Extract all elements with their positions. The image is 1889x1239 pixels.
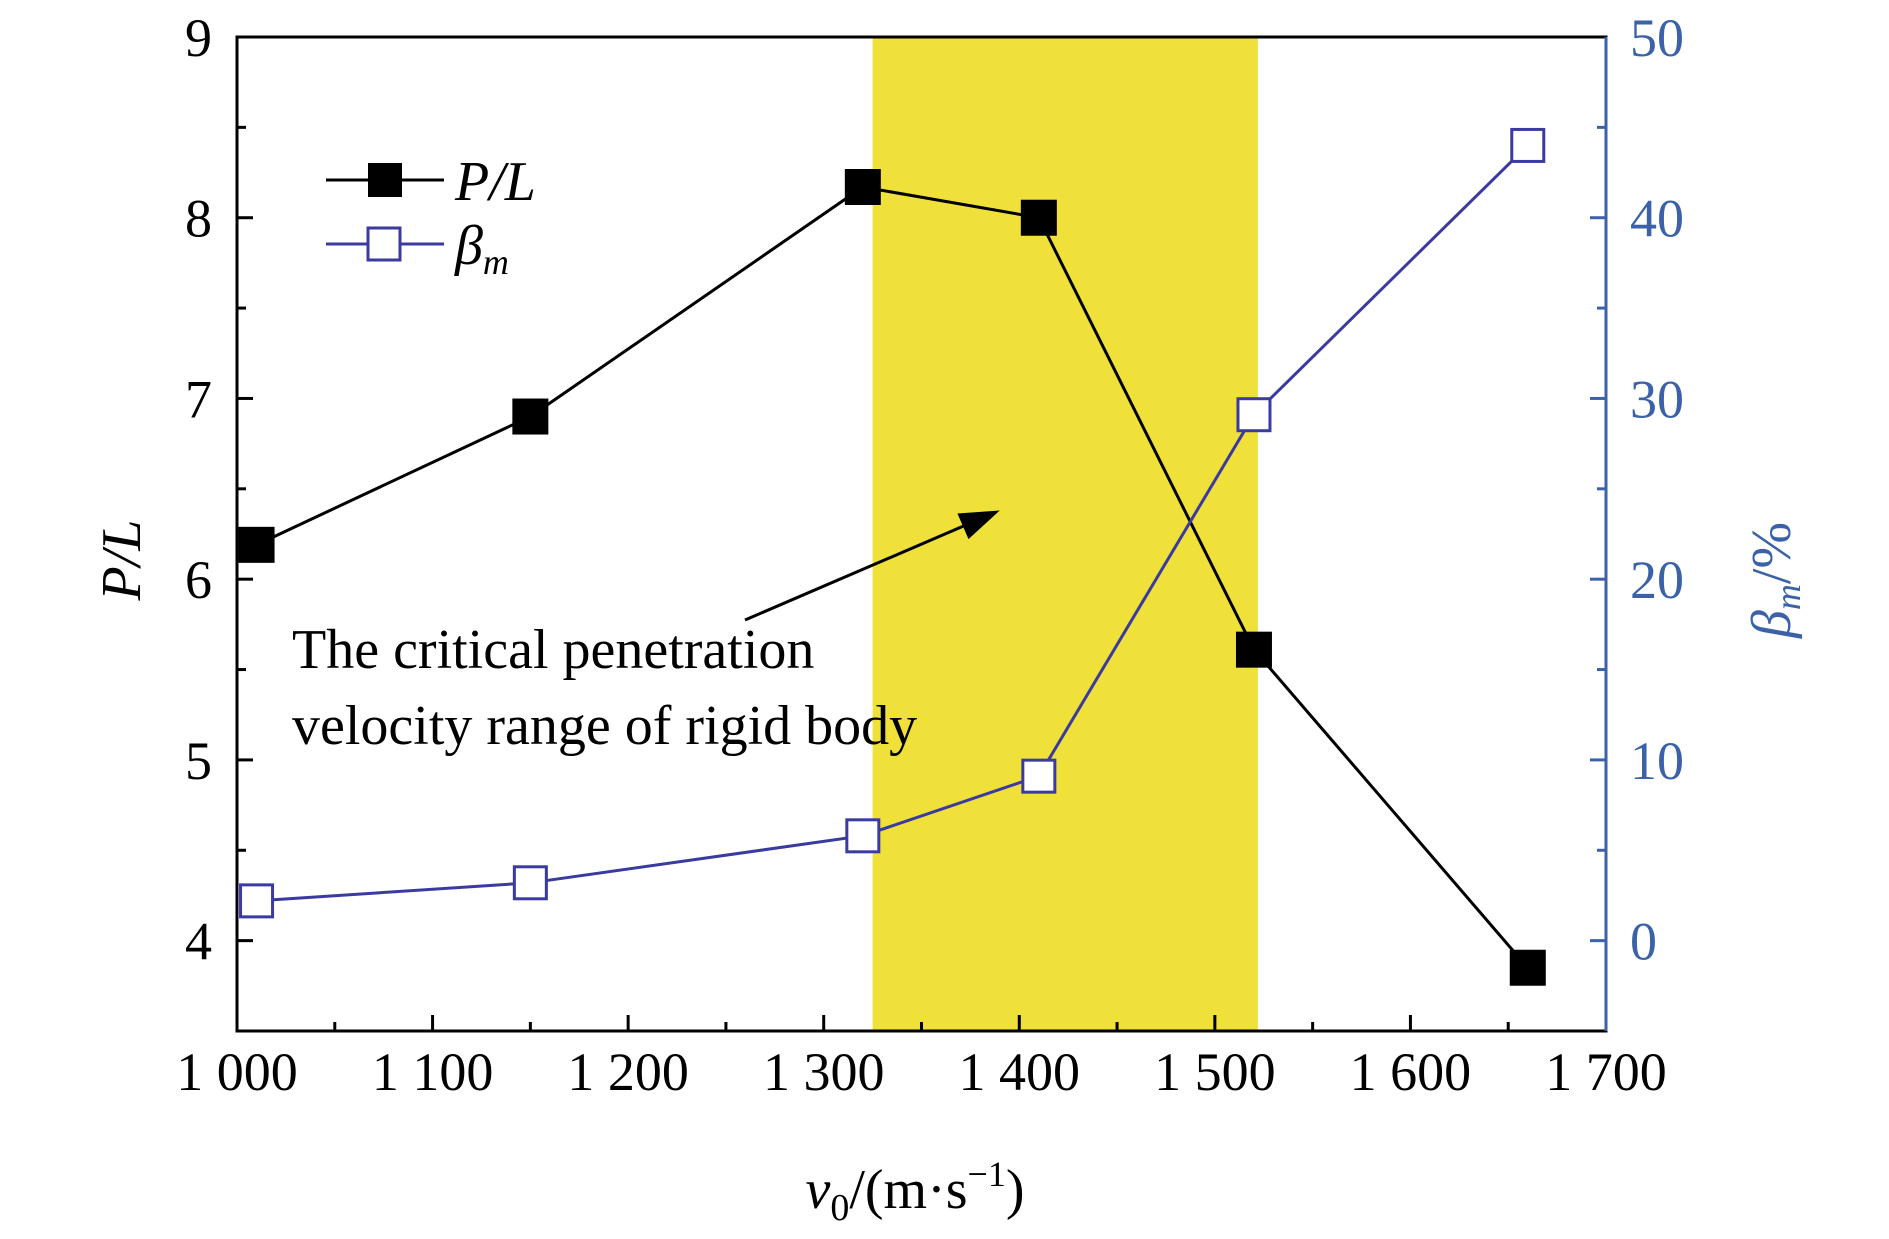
x-tick-label: 1 400 [959, 1042, 1081, 1102]
series-0-point [512, 398, 549, 435]
annotation-line-2: velocity range of rigid body [292, 695, 917, 757]
y-left-axis-title: P/L [91, 520, 153, 602]
annotation-arrow-shaft [744, 524, 964, 622]
x-tick-label: 1 200 [567, 1042, 689, 1102]
series-layer [238, 127, 1546, 986]
y-right-tick-label: 10 [1630, 731, 1684, 791]
annotation: The critical penetration velocity range … [292, 510, 1000, 757]
x-tick-label: 1 000 [176, 1042, 298, 1102]
series-1-point [239, 883, 275, 919]
y-left-tick-label: 8 [185, 189, 212, 249]
legend-label-beta-sub: m [483, 242, 509, 282]
legend-label-beta: βm [454, 215, 509, 282]
y-left-tick-label: 7 [185, 369, 212, 429]
y-right-axis-title: βm/% [1741, 522, 1808, 639]
x-tick-label: 1 100 [372, 1042, 494, 1102]
x-axis-title: v0/(m·s−1) [805, 1154, 1024, 1229]
y-left-tick-label: 5 [185, 731, 212, 791]
y-left-tick-label: 4 [185, 912, 212, 972]
x-tick-label: 1 600 [1350, 1042, 1472, 1102]
legend: P/L βm [326, 151, 536, 282]
y-left-tick-label: 9 [185, 8, 212, 68]
y-right-tick-label: 20 [1630, 550, 1684, 610]
legend-marker-beta [366, 226, 402, 262]
series-0-point [1235, 631, 1272, 668]
y-right-tick-label: 50 [1630, 8, 1684, 68]
series-0-point [1020, 199, 1057, 236]
series-line-0 [255, 185, 1529, 969]
series-line-1 [256, 144, 1529, 903]
series-0-point [844, 169, 881, 206]
y-right-tick-label: 30 [1630, 369, 1684, 429]
axis-ticks: 1 000 1 100 1 200 1 300 1 400 1 500 1 600 1 700… [176, 8, 1684, 1102]
series-1-point [1510, 127, 1546, 163]
series-1-point [1021, 758, 1057, 794]
legend-label-pl: P/L [454, 151, 536, 213]
legend-marker-pl [368, 163, 402, 197]
series-1-point [1236, 397, 1272, 433]
y-right-tick-label: 40 [1630, 189, 1684, 249]
x-tick-label: 1 700 [1545, 1042, 1667, 1102]
annotation-arrowhead [957, 510, 1000, 540]
series-1-point [845, 818, 881, 854]
annotation-line-1: The critical penetration [292, 619, 814, 681]
series-0-point [1509, 949, 1546, 986]
series-0-point [238, 526, 275, 563]
x-tick-label: 1 500 [1154, 1042, 1276, 1102]
series-1-point [512, 865, 548, 901]
x-tick-label: 1 300 [763, 1042, 885, 1102]
y-right-tick-label: 0 [1630, 912, 1657, 972]
y-left-tick-label: 6 [185, 550, 212, 610]
highlight-band [872, 37, 1258, 1031]
